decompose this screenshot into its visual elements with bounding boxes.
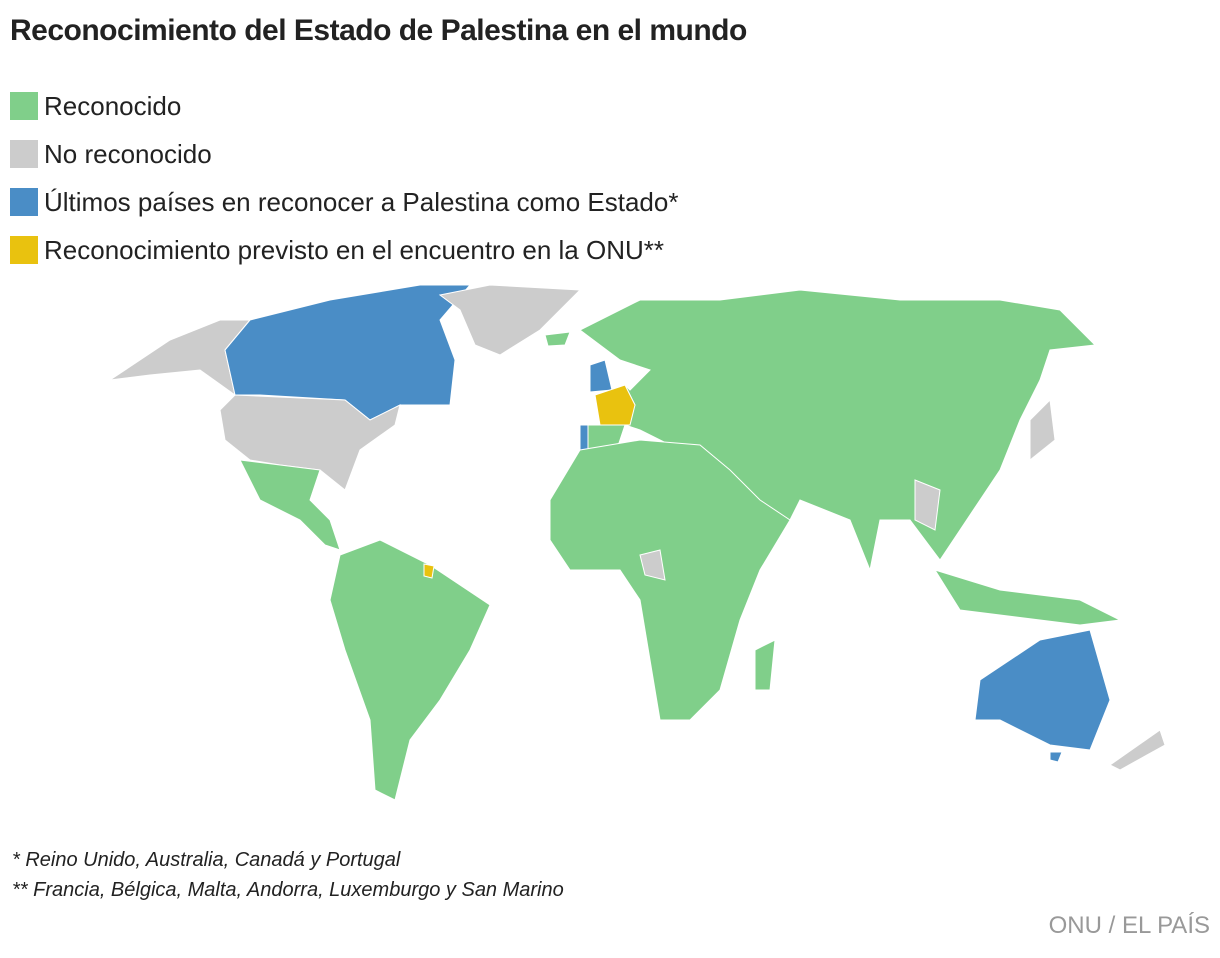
canada xyxy=(224,284,472,421)
legend-label: Reconocido xyxy=(44,90,182,121)
united-kingdom xyxy=(589,359,613,393)
greenland xyxy=(438,284,582,356)
legend-label: Reconocimiento previsto en el encuentro … xyxy=(44,234,665,265)
japan xyxy=(1029,398,1056,462)
source: ONU / EL PAÍS xyxy=(1048,912,1210,939)
portugal xyxy=(579,424,589,453)
world-map xyxy=(109,284,1166,801)
iceland xyxy=(544,331,571,347)
legend-label: Últimos países en reconocer a Palestina … xyxy=(44,186,679,217)
french-guiana xyxy=(423,563,435,579)
legend-item: Últimos países en reconocer a Palestina … xyxy=(10,178,678,226)
cameroon xyxy=(639,549,666,581)
legend-item: No reconocido xyxy=(10,130,678,178)
footnote: * Reino Unido, Australia, Canadá y Portu… xyxy=(12,849,401,871)
tasmania xyxy=(1049,751,1063,763)
myanmar xyxy=(914,479,941,531)
footnotes: * Reino Unido, Australia, Canadá y Portu… xyxy=(12,845,564,905)
france xyxy=(594,384,636,426)
legend-swatch xyxy=(10,140,38,168)
legend-label: No reconocido xyxy=(44,138,212,169)
central-america xyxy=(239,459,341,551)
south-america xyxy=(329,539,491,801)
indonesia xyxy=(933,569,1122,626)
legend: Reconocido No reconocido Últimos países … xyxy=(10,82,678,274)
new-zealand xyxy=(1109,729,1166,771)
legend-item: Reconocido xyxy=(10,82,678,130)
madagascar xyxy=(754,639,776,691)
legend-item: Reconocimiento previsto en el encuentro … xyxy=(10,226,678,274)
legend-swatch xyxy=(10,188,38,216)
legend-swatch xyxy=(10,92,38,120)
usa xyxy=(219,394,401,491)
title: Reconocimiento del Estado de Palestina e… xyxy=(10,14,747,47)
australia xyxy=(974,629,1111,751)
footnote: ** Francia, Bélgica, Malta, Andorra, Lux… xyxy=(12,879,564,901)
africa xyxy=(549,439,791,721)
legend-swatch xyxy=(10,236,38,264)
